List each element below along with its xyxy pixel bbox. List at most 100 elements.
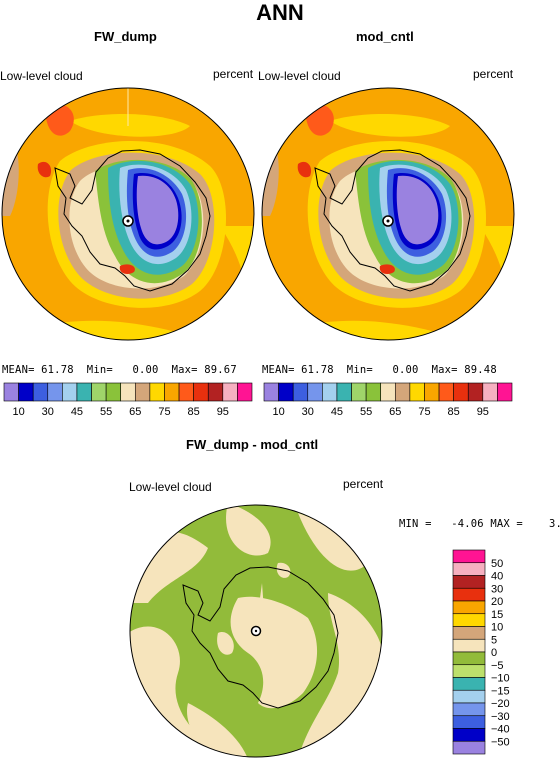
diff-colorbar-tick-label-13: −40: [491, 724, 510, 736]
diff-colorbar-swatch-14: [452, 728, 486, 742]
diff-colorbar-swatch-8: [452, 651, 486, 666]
diff-colorbar-swatch-3: [452, 587, 486, 602]
diff-colorbar-swatch-7: [452, 638, 486, 653]
panel2-colorbar-swatch-7: [365, 382, 382, 402]
panel2-colorbar-tick-label-3: 55: [360, 406, 372, 418]
panel1-colorbar-swatch-3: [47, 382, 63, 402]
panel1-colorbar-tick-label-7: 95: [217, 406, 229, 418]
panel2-stats: MEAN= 61.78 Min= 0.00 Max= 89.48: [262, 364, 497, 376]
panel1-stats: MEAN= 61.78 Min= 0.00 Max= 89.67: [2, 364, 237, 376]
diff-colorbar-swatch-9: [452, 664, 486, 678]
panel1-colorbar-swatch-8: [120, 382, 136, 402]
panel1-colorbar-swatch-14: [207, 382, 224, 402]
panel2-colorbar-swatch-0: [263, 382, 279, 402]
diff-colorbar-swatch-15: [452, 740, 486, 755]
panel2-colorbar-swatch-13: [453, 382, 469, 402]
panel2-colorbar-tick-label-7: 95: [477, 406, 489, 418]
panel1-colorbar-tick-label-2: 45: [71, 406, 83, 418]
panel2-colorbar-swatch-8: [380, 382, 396, 402]
panel2-colorbar-tick-label-5: 75: [418, 406, 430, 418]
panel1-colorbar-swatch-16: [237, 382, 253, 402]
diff-colorbar-tick-label-4: 15: [491, 609, 503, 621]
panel1-colorbar-swatch-7: [105, 382, 122, 402]
panel2-units-label: percent: [473, 67, 514, 81]
diff-stats: MIN = -4.06 MAX = 3.33: [399, 518, 560, 530]
panel2-min: 0.00: [392, 364, 419, 376]
panel2-colorbar-tick-label-4: 65: [389, 406, 401, 418]
panel1-units-label: percent: [213, 67, 254, 81]
diff-colorbar-swatch-12: [452, 702, 486, 717]
panel2-colorbar-swatch-16: [497, 382, 513, 402]
panel2-map: [261, 87, 515, 341]
panel2-colorbar-swatch-3: [307, 382, 323, 402]
panel2-mean: 61.78: [301, 364, 334, 376]
panel2-colorbar-swatch-2: [292, 382, 309, 402]
diff-panel-title: FW_dump - mod_cntl: [186, 437, 319, 452]
diff-colorbar-tick-label-6: 5: [491, 634, 497, 646]
panel1-colorbar-tick-label-5: 75: [158, 406, 170, 418]
panel2-colorbar-swatch-10: [409, 382, 425, 402]
diff-colorbar-tick-label-8: −5: [491, 660, 504, 672]
diff-map: [129, 504, 383, 758]
panel1-colorbar-swatch-0: [3, 382, 19, 402]
panel2-colorbar-swatch-14: [467, 382, 484, 402]
diff-colorbar-tick-label-2: 30: [491, 583, 503, 595]
panel2-colorbar-swatch-9: [394, 382, 411, 402]
diff-units-label: percent: [343, 477, 384, 491]
diff-max: 3.33: [549, 518, 560, 530]
panel1-colorbar-tick-label-3: 55: [100, 406, 112, 418]
diff-colorbar-tick-label-7: 0: [491, 647, 497, 659]
panel2-colorbar: 10 30 45 55 65 75 85 95: [263, 382, 513, 418]
panel1-colorbar-swatch-9: [134, 382, 151, 402]
diff-colorbar-swatch-0: [452, 549, 486, 564]
diff-colorbar-tick-label-14: −50: [491, 736, 510, 748]
panel1-mean: 61.78: [41, 364, 74, 376]
panel1-field-label: Low-level cloud: [0, 69, 83, 83]
panel2-colorbar-swatch-12: [438, 382, 454, 402]
diff-colorbar-tick-label-1: 40: [491, 571, 503, 583]
diff-colorbar-tick-label-3: 20: [491, 596, 503, 608]
diff-colorbar-tick-label-12: −30: [491, 711, 510, 723]
diff-colorbar-swatch-11: [452, 689, 486, 704]
diff-field-label: Low-level cloud: [129, 480, 212, 494]
diff-colorbar-swatch-4: [452, 600, 486, 615]
diff-min: -4.06: [451, 518, 484, 530]
panel2-max: 89.48: [464, 364, 497, 376]
figure-title: ANN: [256, 0, 304, 25]
panel2-colorbar-swatch-1: [278, 382, 294, 402]
panel1-colorbar-tick-label-6: 85: [188, 406, 200, 418]
panel2-colorbar-swatch-15: [482, 382, 498, 402]
diff-colorbar-swatch-6: [452, 626, 486, 640]
panel1-title: FW_dump: [94, 29, 157, 44]
diff-colorbar-tick-label-10: −15: [491, 685, 510, 697]
panel2-colorbar-swatch-11: [424, 382, 440, 402]
panel1-colorbar-tick-label-0: 10: [12, 406, 24, 418]
panel1-max: 89.67: [204, 364, 237, 376]
panel1-colorbar-swatch-10: [149, 382, 165, 402]
panel1-colorbar-swatch-4: [62, 382, 78, 402]
panel2-colorbar-tick-label-2: 45: [331, 406, 343, 418]
panel2-colorbar-swatch-4: [322, 382, 338, 402]
panel1-colorbar-swatch-12: [178, 382, 194, 402]
panel1-colorbar-swatch-6: [91, 382, 107, 402]
diff-colorbar-tick-label-5: 10: [491, 622, 503, 634]
panel2-colorbar-swatch-5: [336, 382, 352, 402]
panel1-colorbar-swatch-1: [18, 382, 34, 402]
panel1-colorbar-swatch-13: [193, 382, 209, 402]
diff-colorbar-swatch-2: [452, 575, 486, 589]
diff-colorbar-tick-label-0: 50: [491, 558, 503, 570]
diff-colorbar-tick-label-11: −20: [491, 698, 510, 710]
panel2-colorbar-tick-label-0: 10: [272, 406, 284, 418]
panel1-colorbar-tick-label-4: 65: [129, 406, 141, 418]
diff-colorbar-swatch-5: [452, 613, 486, 627]
panel1-colorbar-swatch-2: [32, 382, 49, 402]
panel1-map: [1, 87, 255, 341]
panel2-colorbar-swatch-6: [351, 382, 367, 402]
panel1-colorbar-swatch-15: [222, 382, 238, 402]
panel1-colorbar-swatch-11: [164, 382, 180, 402]
diff-colorbar-tick-label-9: −10: [491, 673, 510, 685]
panel2-colorbar-tick-label-6: 85: [448, 406, 460, 418]
panel1-colorbar-tick-label-1: 30: [42, 406, 54, 418]
panel2-title: mod_cntl: [356, 29, 414, 44]
